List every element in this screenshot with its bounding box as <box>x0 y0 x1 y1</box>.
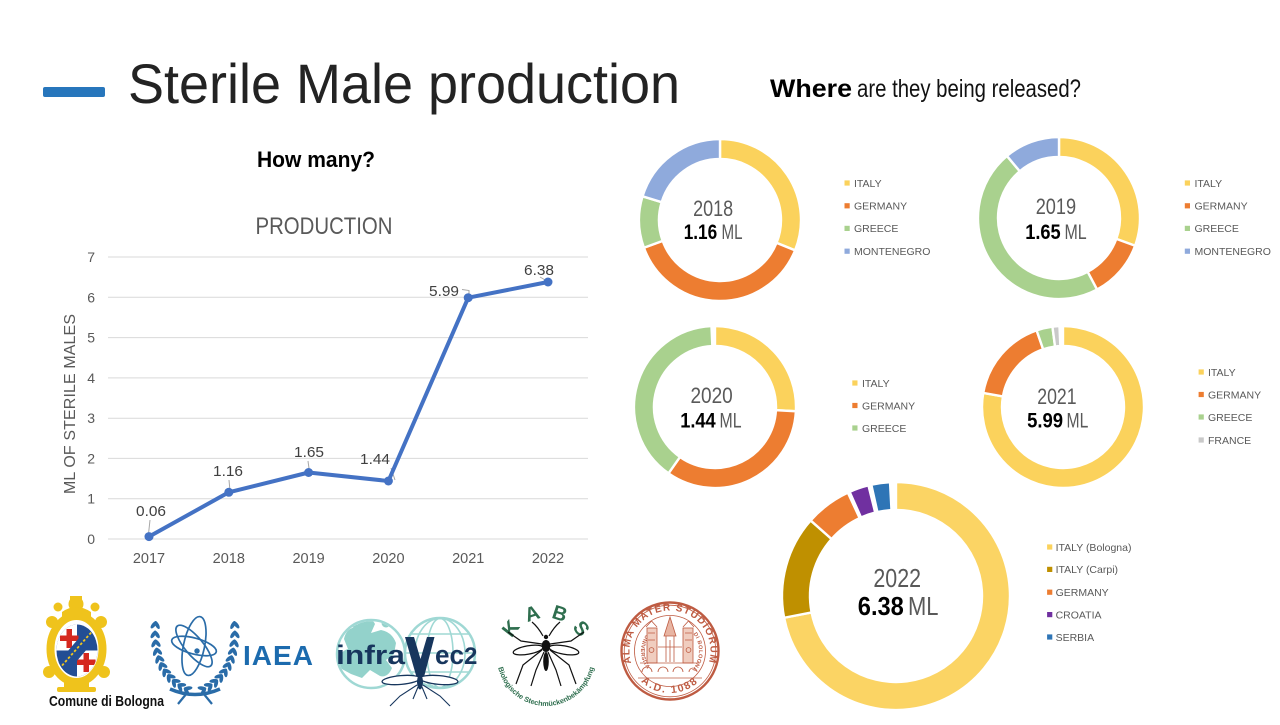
svg-text:2022: 2022 <box>873 563 921 593</box>
svg-text:2020: 2020 <box>372 551 404 567</box>
svg-text:2017: 2017 <box>133 551 165 567</box>
svg-text:2019: 2019 <box>1036 194 1076 219</box>
svg-text:UNIVERSITA: UNIVERSITA <box>639 634 651 671</box>
svg-text:2022: 2022 <box>532 551 564 567</box>
svg-text:ML: ML <box>722 220 743 244</box>
svg-text:ITALY (Carpi): ITALY (Carpi) <box>1056 564 1118 576</box>
svg-text:7: 7 <box>87 249 95 265</box>
svg-text:2: 2 <box>464 643 477 670</box>
svg-text:Where: Where <box>770 75 852 103</box>
svg-text:2018: 2018 <box>693 196 733 221</box>
svg-text:GERMANY: GERMANY <box>1208 389 1261 401</box>
svg-text:GERMANY: GERMANY <box>854 201 907 213</box>
svg-text:PRODUCTION: PRODUCTION <box>256 213 393 240</box>
svg-text:How many?: How many? <box>257 147 375 172</box>
svg-text:ML: ML <box>1065 220 1087 244</box>
svg-text:6: 6 <box>87 289 95 305</box>
svg-text:infra: infra <box>336 640 406 670</box>
svg-text:ITALY: ITALY <box>854 178 882 190</box>
svg-text:2021: 2021 <box>452 551 484 567</box>
svg-text:Comune di Bologna: Comune di Bologna <box>49 693 165 710</box>
svg-text:1: 1 <box>87 491 95 507</box>
svg-text:2021: 2021 <box>1037 384 1076 409</box>
svg-text:1.16: 1.16 <box>684 220 718 244</box>
svg-text:2: 2 <box>87 450 95 466</box>
svg-text:Biologische Stechmückenbekämpf: Biologische Stechmückenbekämpfung <box>496 666 596 708</box>
svg-text:GERMANY: GERMANY <box>862 400 915 412</box>
svg-text:5.99: 5.99 <box>429 283 459 300</box>
svg-text:B: B <box>549 601 570 626</box>
svg-text:A: A <box>522 601 543 626</box>
svg-text:1.65: 1.65 <box>294 444 324 461</box>
svg-text:FRANCE: FRANCE <box>1208 435 1251 447</box>
svg-text:GERMANY: GERMANY <box>1195 201 1248 213</box>
svg-text:Sterile Male production: Sterile Male production <box>128 52 680 115</box>
svg-text:IAEA: IAEA <box>243 640 313 671</box>
svg-text:GREECE: GREECE <box>854 223 898 235</box>
svg-text:3: 3 <box>87 410 95 426</box>
svg-text:ec: ec <box>435 640 464 670</box>
svg-text:4: 4 <box>87 370 95 386</box>
svg-text:2020: 2020 <box>690 383 732 408</box>
svg-text:1.44: 1.44 <box>360 451 390 468</box>
svg-text:0.06: 0.06 <box>136 503 166 520</box>
svg-text:ITALY: ITALY <box>1195 178 1223 190</box>
svg-text:ML: ML <box>908 591 939 621</box>
svg-text:GREECE: GREECE <box>862 423 906 435</box>
svg-text:ML: ML <box>1067 409 1089 433</box>
svg-text:6.38: 6.38 <box>858 591 904 621</box>
svg-text:MONTENEGRO: MONTENEGRO <box>1195 246 1271 258</box>
svg-text:6.38: 6.38 <box>524 262 554 279</box>
svg-text:5: 5 <box>87 330 95 346</box>
svg-text:2018: 2018 <box>213 551 245 567</box>
svg-text:MONTENEGRO: MONTENEGRO <box>854 246 930 258</box>
svg-text:0: 0 <box>87 531 95 547</box>
svg-text:ITALY: ITALY <box>1208 367 1236 379</box>
svg-text:SERBIA: SERBIA <box>1056 632 1095 644</box>
svg-text:GREECE: GREECE <box>1208 412 1252 424</box>
svg-text:1.44: 1.44 <box>680 409 716 433</box>
svg-text:1.16: 1.16 <box>213 463 243 480</box>
svg-text:ML: ML <box>720 409 742 433</box>
svg-text:2019: 2019 <box>292 551 324 567</box>
svg-text:ITALY (Bologna): ITALY (Bologna) <box>1056 542 1132 554</box>
svg-text:are they being released?: are they being released? <box>857 75 1081 103</box>
svg-text:1.65: 1.65 <box>1025 220 1061 244</box>
svg-text:CROATIA: CROATIA <box>1056 609 1102 621</box>
svg-text:GREECE: GREECE <box>1195 223 1239 235</box>
svg-text:K: K <box>498 616 525 641</box>
svg-text:ML OF STERILE MALES: ML OF STERILE MALES <box>62 314 79 494</box>
svg-text:S: S <box>568 617 594 641</box>
svg-text:GERMANY: GERMANY <box>1056 587 1109 599</box>
svg-text:5.99: 5.99 <box>1027 409 1063 433</box>
svg-text:ITALY: ITALY <box>862 378 890 390</box>
